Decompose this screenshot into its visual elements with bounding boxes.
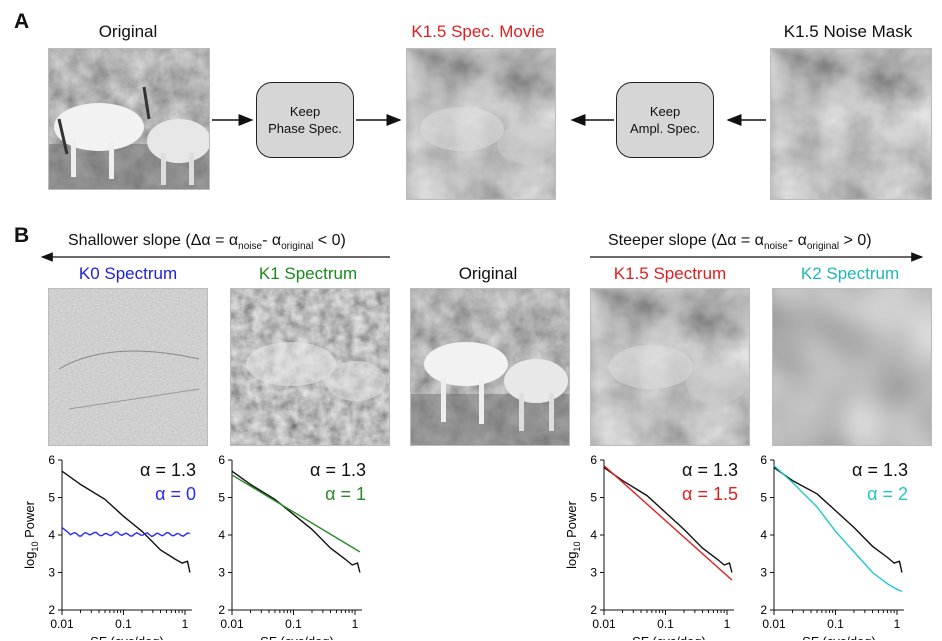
x-tick-label: 0.01 [50,617,74,631]
k15-spectrum-image [590,288,750,446]
title-k15-spectrum: K1.5 Spectrum [613,264,727,283]
chart-k15: 2 3 4 5 6 0.01 0.1 1 SF (cyc/deg) log10 Power α = … [564,453,738,640]
y-tick-label: 4 [590,528,597,542]
x-tick-label: 1 [724,617,731,631]
alpha-noise-label: α = 1.5 [682,484,738,504]
steeper-sub-original: original [806,241,840,253]
series-line-black [603,466,733,573]
steeper-mid: - α [787,232,807,249]
alpha-noise-label: α = 0 [155,484,196,504]
title-k1-spectrum: K1 Spectrum [258,264,358,283]
series-line-black [773,466,903,573]
alpha-noise-label: α = 2 [867,484,908,504]
alpha-reference-label: α = 1.3 [140,460,196,480]
series-line-black [61,470,191,573]
shallower-slope-label: Shallower slope (Δα = αnoise- αoriginal … [68,232,346,252]
series-line-blue [61,526,191,538]
y-label-sub: 10 [572,542,582,552]
keep-ampl-spec-box: Keep Ampl. Spec. [616,82,714,158]
y-tick-label: 2 [760,603,767,617]
series-line-green [231,474,361,553]
x-tick-label: 0.1 [115,617,132,631]
title-original: Original [458,264,518,283]
alpha-noise-label: α = 1 [325,484,366,504]
y-tick-label: 6 [760,453,767,467]
x-tick-label: 1 [352,617,359,631]
y-tick-label: 5 [590,491,597,505]
alpha-reference-label: α = 1.3 [310,460,366,480]
keep-phase-spec-box: Keep Phase Spec. [256,82,354,158]
y-tick-label: 5 [760,491,767,505]
y-axis-label: log10 Power [22,500,40,569]
y-label-end: Power [564,500,579,541]
y-label-end: Power [22,500,37,541]
x-axis-label: SF (cyc/deg) [632,634,706,640]
y-tick-label: 3 [760,566,767,580]
x-tick-label: 0.1 [285,617,302,631]
y-tick-label: 6 [48,453,55,467]
x-tick-label: 0.01 [592,617,616,631]
series-line-red [603,465,733,581]
chart-k2: 2 3 4 5 6 0.01 0.1 1 SF (cyc/deg) α = 1.3 α = 2 [760,453,908,640]
panel-a-mask-title: K1.5 Noise Mask [783,22,913,41]
title-k0-spectrum: K0 Spectrum [78,264,178,283]
y-tick-label: 3 [48,566,55,580]
shallower-text: Shallower slope (Δα = α [68,232,239,249]
steeper-sub-noise: noise [763,241,788,253]
y-tick-label: 2 [590,603,597,617]
panel-a-letter: A [14,10,30,33]
series-line-black [231,470,361,573]
y-label-sub: 10 [30,542,40,552]
y-label-main: log [564,552,579,569]
x-axis-label: SF (cyc/deg) [90,634,164,640]
y-tick-label: 4 [218,528,225,542]
x-tick-label: 0.1 [657,617,674,631]
x-tick-label: 1 [182,617,189,631]
panel-a-movie-title: K1.5 Spec. Movie [411,22,545,41]
x-axis-label: SF (cyc/deg) [802,634,876,640]
alpha-reference-label: α = 1.3 [852,460,908,480]
y-axis-label: log10 Power [564,500,582,569]
x-axis-label: SF (cyc/deg) [260,634,334,640]
steeper-slope-label: Steeper slope (Δα = αnoise- αoriginal > … [608,232,872,252]
chart-k1: 2 3 4 5 6 0.01 0.1 1 SF (cyc/deg) α = 1.3 α = 1 [218,453,366,640]
x-tick-label: 1 [894,617,901,631]
k2-spectrum-image [772,288,932,446]
y-tick-label: 3 [590,566,597,580]
panel-a-original-title: Original [98,22,158,41]
k0-spectrum-image [48,288,208,446]
shallower-end: < 0) [317,232,346,249]
x-tick-label: 0.01 [220,617,244,631]
original-image [410,288,570,446]
x-tick-label: 0.1 [827,617,844,631]
panel-a-movie-image [406,48,556,200]
y-tick-label: 4 [760,528,767,542]
y-tick-label: 5 [48,491,55,505]
shallower-mid: - α [262,232,282,249]
y-tick-label: 2 [218,603,225,617]
y-label-main: log [22,552,37,569]
y-tick-label: 4 [48,528,55,542]
chart-k0: 2 3 4 5 6 0.01 0.1 1 SF (cyc/deg) log10 Power α = … [22,453,196,640]
panel-b-letter: B [14,224,30,247]
y-tick-label: 2 [48,603,55,617]
title-k2-spectrum: K2 Spectrum [800,264,900,283]
panel-a-original-image [48,48,210,190]
y-tick-label: 3 [218,566,225,580]
steeper-text: Steeper slope (Δα = α [608,232,764,249]
steeper-end: > 0) [843,232,872,249]
shallower-sub-original: original [281,241,314,253]
k1-spectrum-image [230,288,390,446]
y-tick-label: 6 [218,453,225,467]
x-tick-label: 0.01 [762,617,786,631]
y-tick-label: 6 [590,453,597,467]
y-tick-label: 5 [218,491,225,505]
alpha-reference-label: α = 1.3 [682,460,738,480]
series-line-cyan [773,465,903,592]
shallower-sub-noise: noise [238,241,263,253]
panel-a-noise-mask-image [770,48,932,200]
